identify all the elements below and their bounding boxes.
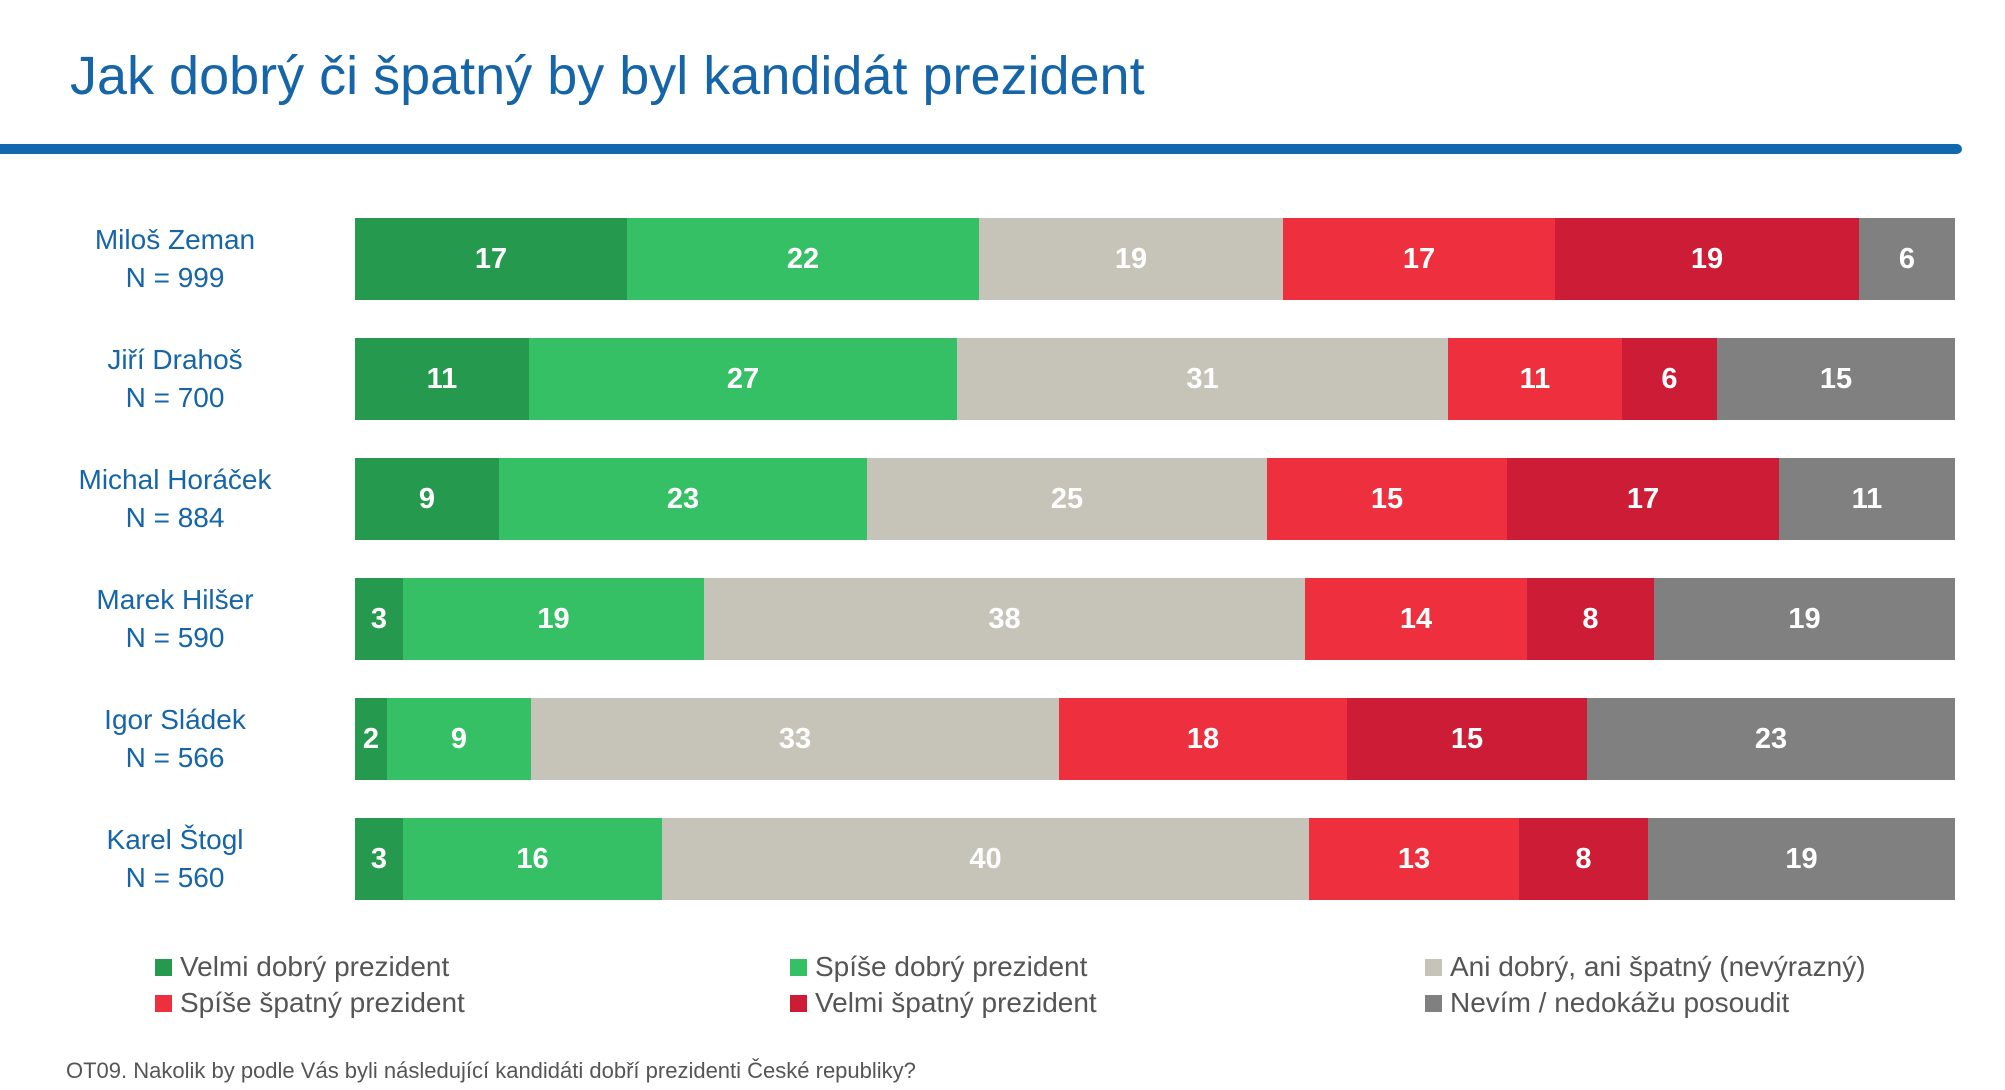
bar-segment: 13 [1309,818,1519,900]
bar-row: 11 27 31 11 6 15 [355,338,1955,420]
bar-segment: 9 [355,458,499,540]
bar-segment: 15 [1267,458,1507,540]
bar-segment: 22 [627,218,979,300]
bar-segment: 19 [403,578,704,660]
bar-segment: 31 [957,338,1448,420]
bar-segment: 40 [662,818,1309,900]
bar-row: 2 9 33 18 15 23 [355,698,1955,780]
bar-segment: 14 [1305,578,1527,660]
legend-item: Ani dobrý, ani špatný (nevýrazný) [1425,950,1866,984]
candidate-name: Igor Sládek [104,704,246,735]
legend-item: Spíše špatný prezident [155,986,465,1020]
row-label: Miloš Zeman N = 999 [10,221,340,297]
legend-swatch [1425,958,1442,976]
sample-size: N = 884 [125,502,225,533]
chart-title: Jak dobrý či špatný by byl kandidát prez… [70,46,1145,106]
legend-label: Ani dobrý, ani špatný (nevýrazný) [1450,951,1866,982]
bar-segment: 19 [1555,218,1859,300]
bar-segment: 19 [1648,818,1955,900]
bar-segment: 25 [867,458,1267,540]
legend-item: Spíše dobrý prezident [790,950,1087,984]
bar-segment: 3 [355,818,403,900]
sample-size: N = 566 [125,742,225,773]
sample-size: N = 560 [125,862,225,893]
legend-swatch [155,958,172,976]
legend-item: Velmi špatný prezident [790,986,1097,1020]
row-label: Michal Horáček N = 884 [10,461,340,537]
legend-swatch [155,994,172,1012]
row-label: Jiří Drahoš N = 700 [10,341,340,417]
bar-segment: 9 [387,698,531,780]
legend-label: Spíše špatný prezident [180,987,465,1018]
legend-label: Velmi špatný prezident [815,987,1097,1018]
bar-segment: 19 [1654,578,1955,660]
bar-segment: 23 [499,458,867,540]
bar-segment: 3 [355,578,403,660]
bar-segment: 15 [1347,698,1587,780]
bar-segment: 16 [403,818,662,900]
question-footnote: OT09. Nakolik by podle Vás byli následuj… [66,1058,916,1083]
candidate-name: Marek Hilšer [96,584,254,615]
bar-segment: 11 [1779,458,1955,540]
legend-label: Velmi dobrý prezident [180,951,450,982]
bar-segment: 6 [1859,218,1955,300]
bar-segment: 17 [1507,458,1779,540]
stacked-bar-chart: Miloš Zeman N = 999 17 22 19 17 19 6 Jiří Drahoš… [10,218,1955,900]
bar-segment: 2 [355,698,387,780]
bar-segment: 6 [1622,338,1717,420]
bar-row: 9 23 25 15 17 11 [355,458,1955,540]
legend-swatch [790,958,807,976]
bar-segment: 33 [531,698,1059,780]
sample-size: N = 590 [125,622,225,653]
row-label: Marek Hilšer N = 590 [10,581,340,657]
candidate-name: Miloš Zeman [94,224,256,255]
bar-segment: 38 [704,578,1305,660]
legend-item: Nevím / nedokážu posoudit [1425,986,1789,1020]
bar-segment: 11 [1448,338,1622,420]
legend-label: Spíše dobrý prezident [815,951,1088,982]
bar-segment: 27 [529,338,957,420]
legend-item: Velmi dobrý prezident [155,950,449,984]
row-label: Igor Sládek N = 566 [10,701,340,777]
sample-size: N = 999 [125,262,225,293]
bar-segment: 17 [1283,218,1555,300]
bar-segment: 11 [355,338,529,420]
bar-segment: 15 [1717,338,1955,420]
legend: Velmi dobrý prezident Spíše dobrý prezide… [155,950,1935,1026]
candidate-name: Michal Horáček [78,464,272,495]
bar-row: 17 22 19 17 19 6 [355,218,1955,300]
sample-size: N = 700 [125,382,225,413]
title-divider [0,144,1962,154]
bar-segment: 8 [1519,818,1648,900]
bar-segment: 8 [1527,578,1654,660]
bar-segment: 19 [979,218,1283,300]
bar-segment: 17 [355,218,627,300]
legend-swatch [790,994,807,1012]
bar-segment: 18 [1059,698,1347,780]
legend-label: Nevím / nedokážu posoudit [1450,987,1790,1018]
bar-row: 3 19 38 14 8 19 [355,578,1955,660]
bar-segment: 23 [1587,698,1955,780]
bar-row: 3 16 40 13 8 19 [355,818,1955,900]
candidate-name: Karel Štogl [106,824,244,855]
row-label: Karel Štogl N = 560 [10,821,340,897]
legend-swatch [1425,994,1442,1012]
candidate-name: Jiří Drahoš [107,344,243,375]
